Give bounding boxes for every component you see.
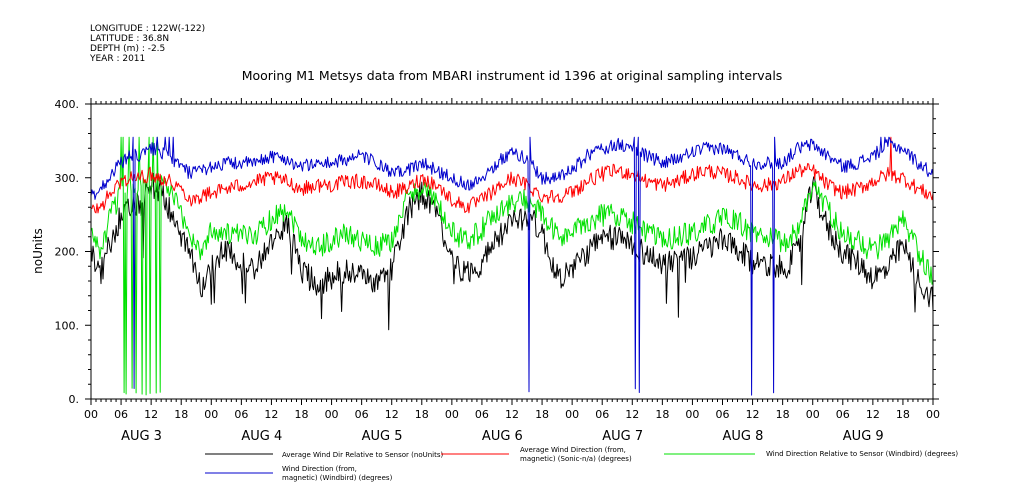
x-tick-label: 12 xyxy=(385,408,399,421)
plot-frame xyxy=(90,103,934,400)
legend-label-line: magnetic) (Sonic-n/a) (degrees) xyxy=(520,455,632,463)
meta-depth: DEPTH (m) : -2.5 xyxy=(90,44,165,54)
day-label: AUG 9 xyxy=(843,429,884,444)
x-tick-label: 06 xyxy=(475,408,489,421)
legend-label-line: Average Wind Dir Relative to Sensor (noU… xyxy=(282,451,443,459)
x-tick-label: 12 xyxy=(505,408,519,421)
series-line-red xyxy=(91,136,934,214)
x-tick-label: 00 xyxy=(84,408,98,421)
y-tick-label: 0. xyxy=(69,393,80,406)
x-tick-label: 06 xyxy=(716,408,730,421)
y-tick-label: 300. xyxy=(55,172,80,185)
series-line-green xyxy=(90,136,934,396)
x-tick-label: 00 xyxy=(565,408,579,421)
day-label: AUG 3 xyxy=(121,429,162,444)
metadata-block: LONGITUDE : 122W(-122) LATITUDE : 36.8N … xyxy=(89,24,205,64)
x-tick-label: 06 xyxy=(595,408,609,421)
x-tick-label: 18 xyxy=(295,408,309,421)
day-label: AUG 4 xyxy=(241,429,282,444)
x-tick-label: 06 xyxy=(234,408,248,421)
x-tick-label: 18 xyxy=(776,408,790,421)
legend: Average Wind Dir Relative to Sensor (noU… xyxy=(205,446,958,482)
meta-longitude: LONGITUDE : 122W(-122) xyxy=(90,24,205,34)
x-tick-label: 18 xyxy=(655,408,669,421)
x-tick-label: 12 xyxy=(746,408,760,421)
y-axis-label: noUnits xyxy=(31,228,45,274)
series-line-blue xyxy=(90,136,934,396)
meta-latitude: LATITUDE : 36.8N xyxy=(90,34,169,44)
legend-label-line: magnetic) (Windbird) (degrees) xyxy=(282,474,393,482)
x-tick-label: 00 xyxy=(204,408,218,421)
legend-label-line: Wind Direction (from, xyxy=(282,465,357,473)
day-label: AUG 5 xyxy=(362,429,403,444)
x-tick-label: 06 xyxy=(836,408,850,421)
x-tick-label: 18 xyxy=(896,408,910,421)
day-label: AUG 6 xyxy=(482,429,523,444)
x-tick-label: 18 xyxy=(535,408,549,421)
series-layer xyxy=(90,136,934,396)
y-tick-label: 400. xyxy=(55,98,80,111)
y-tick-label: 100. xyxy=(55,319,80,332)
x-tick-label: 00 xyxy=(806,408,820,421)
x-tick-label: 18 xyxy=(174,408,188,421)
x-axis: 00 06 12 18 00 06 12 18 00 06 12 18 00 06 12 18 00 06 12 18… xyxy=(84,98,940,444)
x-tick-label: 00 xyxy=(685,408,699,421)
x-tick-label: 18 xyxy=(415,408,429,421)
day-label: AUG 7 xyxy=(602,429,643,444)
x-tick-label: 00 xyxy=(445,408,459,421)
legend-label-line: Average Wind Direction (from, xyxy=(520,446,626,454)
x-tick-label: 00 xyxy=(926,408,940,421)
y-tick-label: 200. xyxy=(55,246,80,259)
x-tick-label: 06 xyxy=(355,408,369,421)
y-axis: 0. 100. 200. 300. 400. xyxy=(55,98,939,406)
x-tick-label: 12 xyxy=(625,408,639,421)
x-tick-label: 12 xyxy=(144,408,158,421)
x-tick-label: 12 xyxy=(866,408,880,421)
meta-year: YEAR : 2011 xyxy=(89,54,145,64)
series-line-black xyxy=(90,172,934,331)
legend-label-line: Wind Direction Relative to Sensor (Windb… xyxy=(766,450,958,458)
x-tick-label: 00 xyxy=(325,408,339,421)
x-tick-label: 12 xyxy=(264,408,278,421)
day-label: AUG 8 xyxy=(723,429,764,444)
chart-title: Mooring M1 Metsys data from MBARI instru… xyxy=(242,68,783,83)
x-tick-label: 06 xyxy=(114,408,128,421)
